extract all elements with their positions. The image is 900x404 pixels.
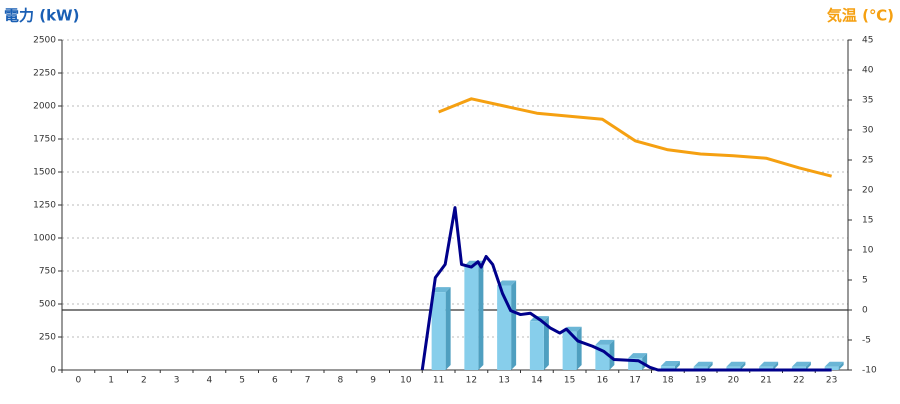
- x-tick-label: 4: [207, 376, 213, 386]
- x-tick-label: 18: [662, 376, 674, 386]
- x-tick-label: 19: [695, 376, 707, 386]
- bar-side: [511, 280, 517, 370]
- bar-top: [791, 361, 811, 367]
- y-axis-title: 電力 (kW): [4, 7, 79, 25]
- bar-side: [773, 361, 779, 370]
- x-tick-label: 9: [370, 376, 376, 386]
- bar-top: [693, 361, 713, 367]
- y2-tick-label: 20: [862, 186, 874, 196]
- bar-side: [740, 361, 746, 370]
- line: [420, 206, 832, 372]
- bar: [431, 292, 446, 370]
- y2-tick-label: 15: [862, 216, 873, 226]
- x-tick-label: 11: [433, 376, 444, 386]
- bar-top: [824, 361, 844, 367]
- x-tick-label: 20: [728, 376, 740, 386]
- y-tick-label: 2500: [33, 36, 56, 46]
- x-tick-label: 10: [400, 376, 412, 386]
- y2-tick-label: 25: [862, 156, 873, 166]
- bar: [628, 358, 643, 370]
- x-tick-label: 1: [108, 376, 114, 386]
- x-tick-label: 0: [76, 376, 82, 386]
- x-tick-label: 7: [305, 376, 311, 386]
- x-tick-label: 5: [239, 376, 245, 386]
- y2-tick-label: -5: [862, 336, 871, 346]
- x-tick-label: 15: [564, 376, 575, 386]
- y-tick-label: 0: [50, 366, 56, 376]
- bar: [726, 366, 741, 370]
- bar-top: [497, 280, 517, 286]
- y-tick-label: 500: [39, 300, 56, 310]
- y2-tick-label: 35: [862, 96, 873, 106]
- y2-tick-label: -10: [862, 366, 877, 376]
- bar-side: [838, 361, 844, 370]
- x-tick-label: 6: [272, 376, 278, 386]
- y2-tick-label: 0: [862, 306, 868, 316]
- bar: [824, 366, 839, 370]
- line: [438, 97, 832, 178]
- y-tick-label: 750: [39, 267, 56, 277]
- y-tick-label: 1250: [33, 201, 56, 211]
- y-tick-label: 250: [39, 333, 56, 343]
- x-tick-label: 3: [174, 376, 180, 386]
- bar-top: [660, 361, 680, 367]
- x-tick-label: 12: [466, 376, 477, 386]
- bar-side: [543, 316, 549, 370]
- bar-top: [431, 287, 451, 293]
- bar: [693, 366, 708, 370]
- bar-side: [707, 361, 713, 370]
- bar: [562, 331, 577, 370]
- bar-side: [576, 326, 582, 370]
- x-tick-label: 22: [793, 376, 804, 386]
- y-tick-label: 1500: [33, 168, 56, 178]
- bar-top: [595, 339, 615, 345]
- bar-side: [674, 361, 680, 370]
- x-tick-label: 21: [760, 376, 771, 386]
- y2-tick-label: 5: [862, 276, 868, 286]
- bar-top: [628, 353, 648, 359]
- y2-axis-title: 気温 (℃): [827, 7, 894, 25]
- bar: [791, 366, 806, 370]
- x-tick-label: 16: [597, 376, 609, 386]
- bar-top: [759, 361, 779, 367]
- y-tick-label: 1000: [33, 234, 56, 244]
- y-tick-label: 2250: [33, 69, 56, 79]
- y-tick-label: 2000: [33, 102, 56, 112]
- x-tick-label: 2: [141, 376, 147, 386]
- x-tick-label: 23: [826, 376, 837, 386]
- bar-side: [478, 260, 484, 370]
- bar-top: [726, 361, 746, 367]
- bar-side: [445, 287, 451, 370]
- bar: [660, 366, 675, 370]
- y2-tick-label: 30: [862, 126, 874, 136]
- y-tick-label: 1750: [33, 135, 56, 145]
- bar: [529, 321, 544, 370]
- y2-tick-label: 45: [862, 36, 873, 46]
- x-tick-label: 17: [629, 376, 640, 386]
- x-tick-label: 8: [338, 376, 344, 386]
- bar-side: [805, 361, 811, 370]
- bar: [759, 366, 774, 370]
- bar: [464, 265, 479, 370]
- y2-tick-label: 40: [862, 66, 874, 76]
- x-tick-label: 14: [531, 376, 543, 386]
- y2-tick-label: 10: [862, 246, 874, 256]
- x-tick-label: 13: [498, 376, 509, 386]
- bar-side: [609, 339, 615, 370]
